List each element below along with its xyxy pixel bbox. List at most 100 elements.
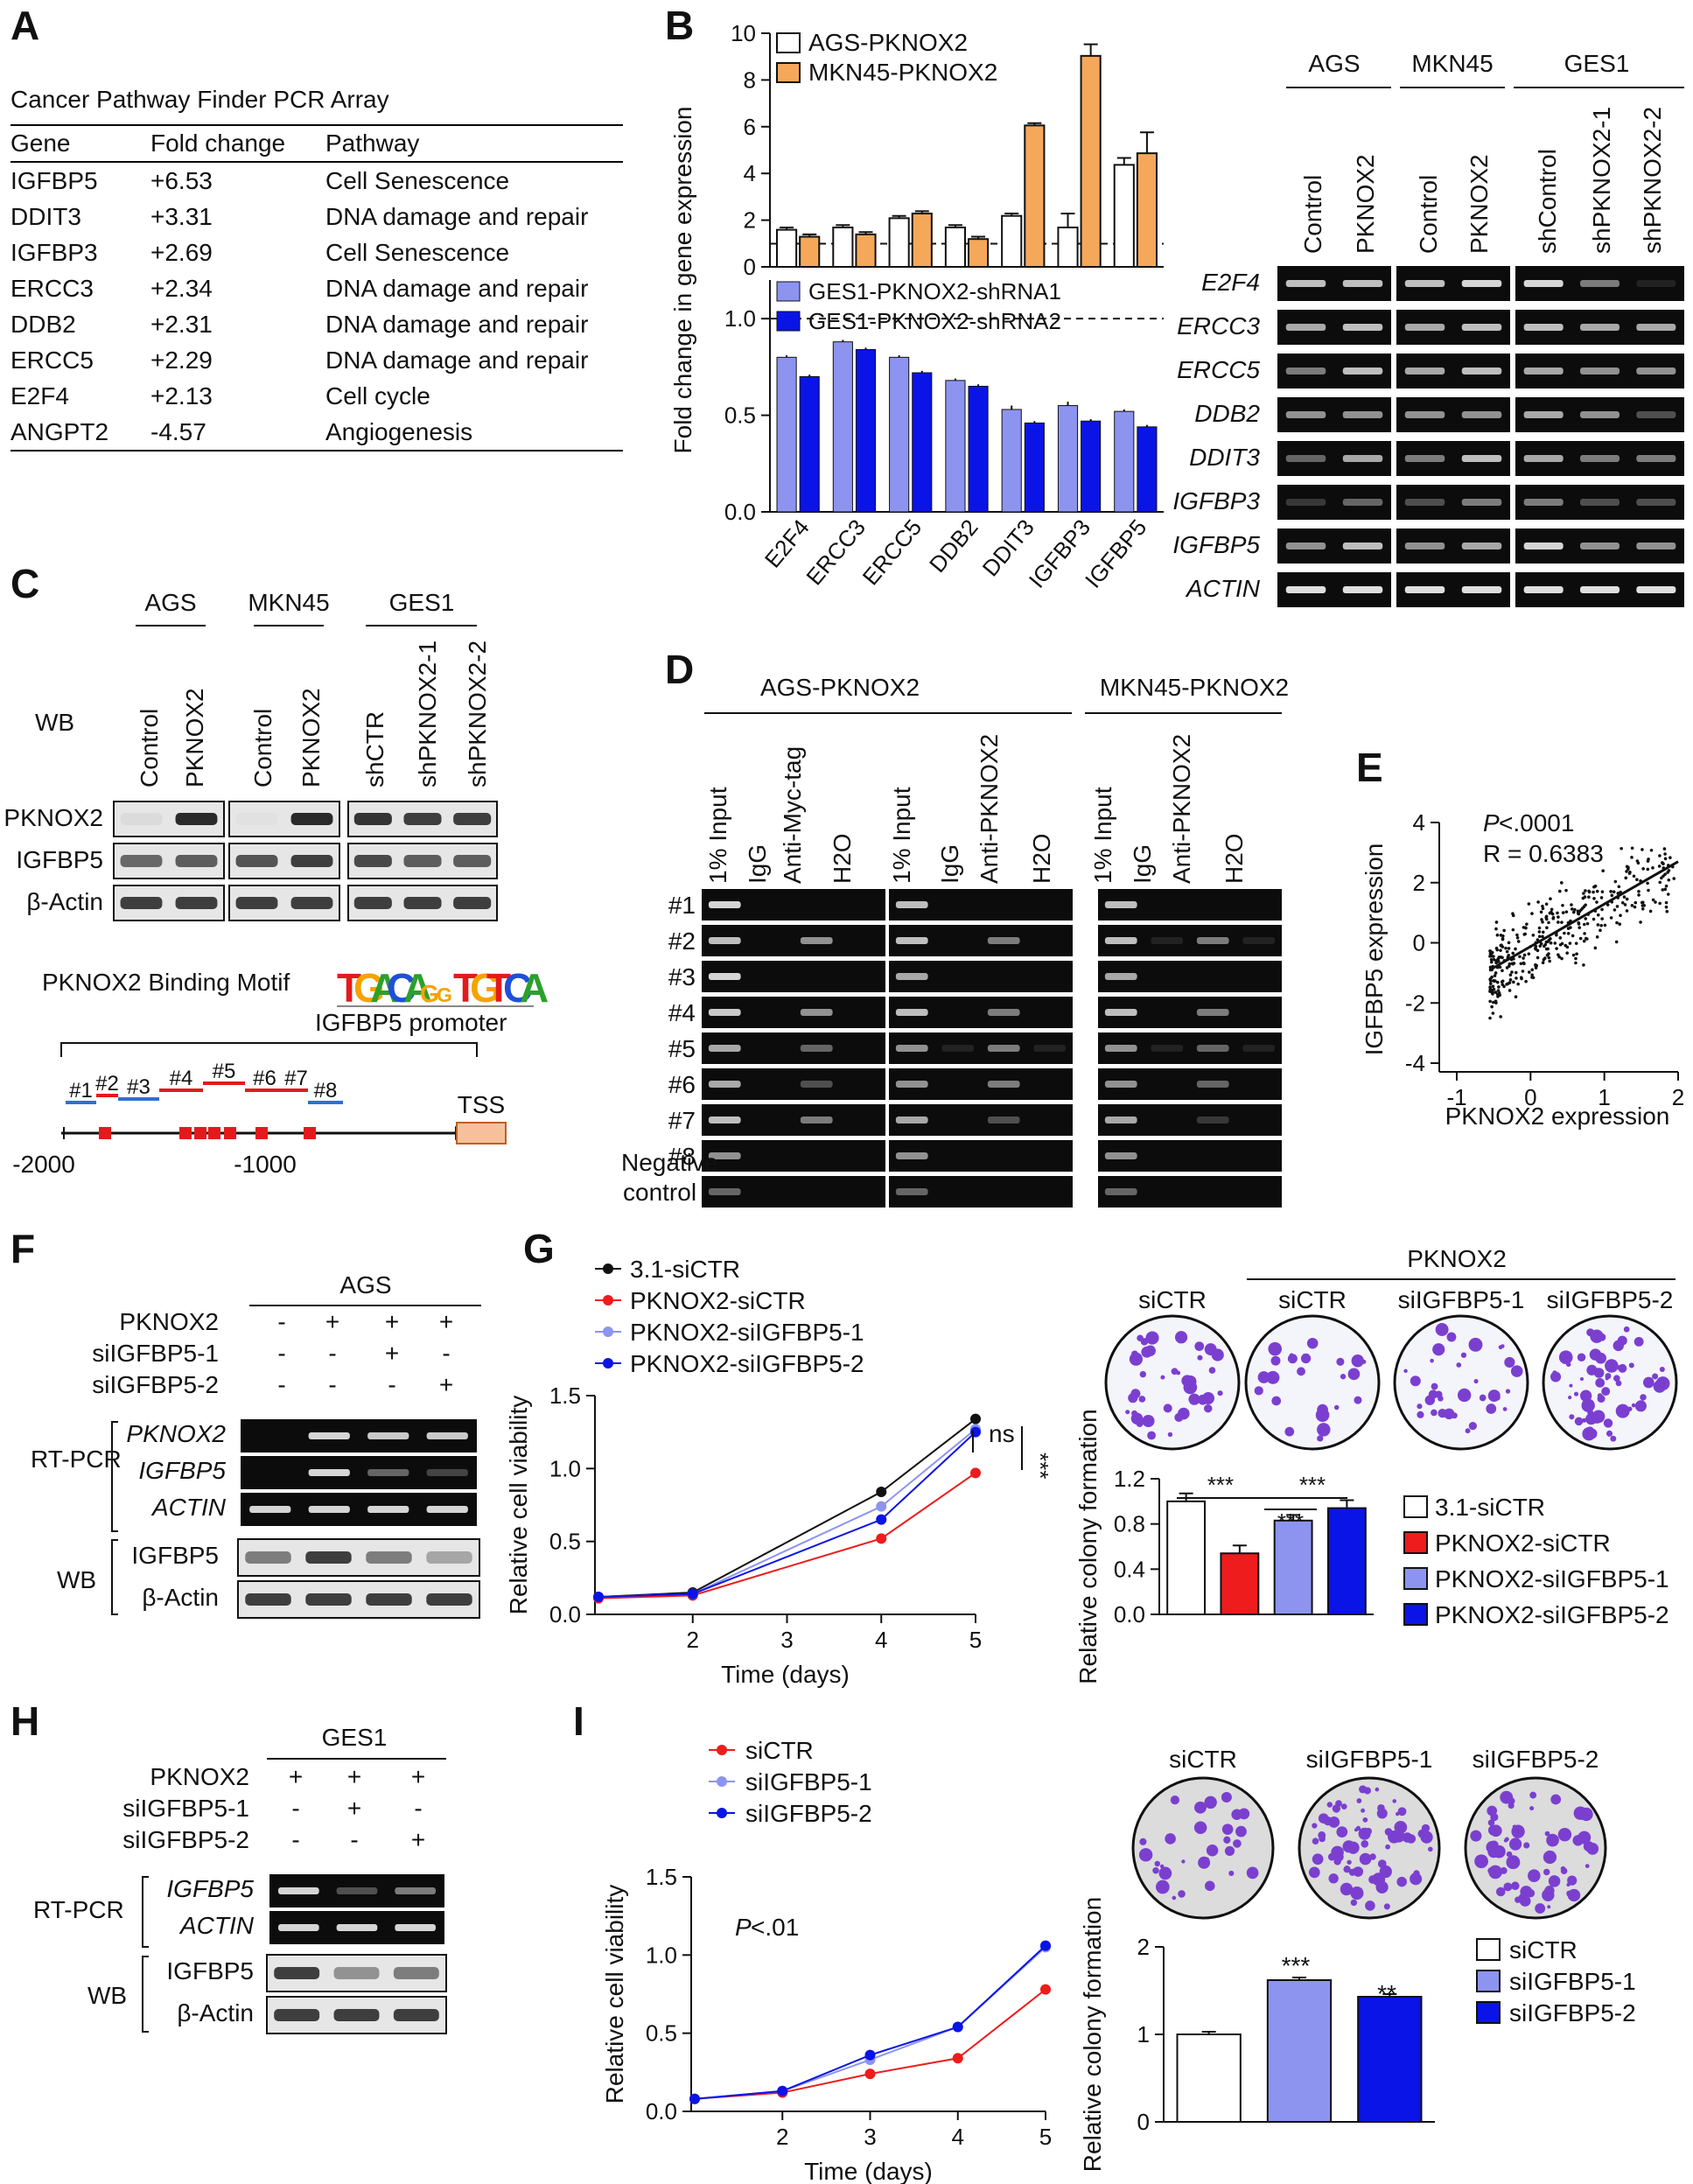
- i-bar-bar: [1176, 2034, 1242, 2123]
- wb-mkn45: [228, 885, 340, 921]
- chip-gel-b: [889, 1140, 1073, 1172]
- b-bot-bar: [1024, 422, 1045, 513]
- h-rt-gel-band: [278, 1887, 319, 1894]
- e-point: [1664, 900, 1669, 905]
- chip-lane-label: H2O: [1028, 833, 1055, 884]
- e-point: [1593, 946, 1598, 950]
- gel-ags: [1277, 310, 1391, 345]
- h-wb-bracket: [142, 1956, 149, 2033]
- e-point: [1613, 908, 1617, 912]
- g-bar-bar: [1326, 1507, 1367, 1616]
- e-point: [1495, 948, 1500, 952]
- g-colony-dish-colony: [1336, 1357, 1345, 1366]
- gel-mkn45-band: [1404, 455, 1445, 462]
- e-point: [1514, 995, 1518, 999]
- i-colony-dish-colony: [1193, 1821, 1207, 1835]
- e-point: [1549, 941, 1553, 945]
- chip-gel-c-band: [1196, 1116, 1229, 1124]
- gel-mkn45-band: [1461, 368, 1502, 374]
- i-colony-dish-colony: [1365, 1900, 1375, 1911]
- b-bot-y-tick-label: 1.0: [724, 305, 756, 332]
- f-rt-bracket: [111, 1421, 118, 1532]
- chip-gel-a-band: [708, 1081, 741, 1088]
- g-bar-legend-swatch: [1403, 1531, 1428, 1554]
- chip-gel-c-band: [1104, 1152, 1137, 1159]
- wb-lane-label: PKNOX2: [181, 688, 208, 788]
- i-colony-dish-colony: [1573, 1806, 1588, 1820]
- g-line-point: [876, 1533, 887, 1544]
- g-colony-dish-colony: [1361, 1359, 1367, 1364]
- wb-lane-label: PKNOX2: [297, 688, 325, 788]
- g-colony-dish-colony: [1300, 1353, 1312, 1364]
- h-rt-gel-band: [336, 1924, 378, 1931]
- i-colony-dish-colony: [1557, 1827, 1572, 1842]
- i-line-point: [777, 2085, 788, 2096]
- g-colony-dish-colony: [1431, 1409, 1438, 1417]
- b-top-bar: [1001, 214, 1023, 268]
- e-point: [1584, 917, 1588, 920]
- e-point: [1537, 930, 1542, 934]
- i-colony-dish-colony: [1355, 1825, 1361, 1831]
- chip-gel-c-band: [1104, 1045, 1137, 1052]
- g-colony-dish-colony: [1347, 1368, 1361, 1381]
- gel-ges1-band: [1579, 455, 1620, 462]
- gel-mkn45: [1396, 266, 1510, 301]
- chip-gel-b: [889, 961, 1073, 992]
- chip-gel-c-background: [1098, 1176, 1282, 1208]
- chip-gel-c: [1098, 961, 1282, 992]
- chip-gel-b-band: [895, 1188, 928, 1195]
- i-dish-label: siIGFBP5-2: [1473, 1746, 1599, 1773]
- pathway-cell: Cell Senescence: [325, 167, 510, 194]
- table-row: IGFBP3 +2.69 Cell Senescence: [10, 234, 623, 270]
- i-colony-dish-colony: [1427, 1846, 1433, 1852]
- e-point: [1550, 907, 1554, 912]
- gel-mkn45: [1396, 485, 1510, 520]
- e-point: [1619, 914, 1622, 918]
- fold-change-cell: +3.31: [150, 203, 213, 230]
- g-line-y-tick-label: 0.0: [549, 1601, 581, 1628]
- chip-gel-a: [702, 925, 885, 956]
- e-point: [1603, 923, 1607, 928]
- g-line-y-tick-label: 0.5: [549, 1529, 581, 1555]
- e-point: [1488, 982, 1493, 986]
- f-rt-gel-band: [308, 1469, 350, 1476]
- g-colony-dish-colony: [1128, 1393, 1138, 1404]
- g-colony-dish-colony: [1659, 1366, 1665, 1372]
- g-colony-dish-colony: [1181, 1375, 1193, 1387]
- e-point: [1630, 904, 1634, 907]
- wb-row-label: PKNOX2: [3, 804, 103, 831]
- legend-label-ags: AGS-PKNOX2: [808, 29, 968, 56]
- e-y-tick-label: 4: [1413, 809, 1425, 836]
- chip-gel-c-band: [1151, 937, 1184, 944]
- i-colony-dish-colony: [1560, 1866, 1566, 1872]
- chip-gel-c-band: [1104, 1188, 1137, 1195]
- i-line-point: [1040, 1940, 1051, 1951]
- chip-row-label: #1: [668, 892, 696, 919]
- e-point: [1649, 848, 1654, 852]
- e-point: [1669, 856, 1672, 860]
- e-point: [1530, 973, 1534, 976]
- panel-label-a: A: [10, 3, 40, 48]
- g-colony-dish-colony: [1317, 1423, 1331, 1437]
- e-point: [1601, 869, 1605, 873]
- i-bar-legend-swatch: [1476, 1938, 1501, 1961]
- e-point: [1609, 890, 1613, 893]
- g-colony-dish-colony: [1486, 1404, 1497, 1414]
- e-p-value: <.0001: [1499, 809, 1574, 836]
- i-colony-dish-colony: [1172, 1895, 1177, 1900]
- i-colony-dish-colony: [1343, 1866, 1351, 1873]
- g-colony-dish-colony: [1581, 1398, 1595, 1412]
- i-colony-dish-colony: [1205, 1880, 1215, 1892]
- f-wb-blot-band: [245, 1551, 291, 1564]
- f-condition-sign: -: [277, 1308, 285, 1335]
- b-top-y-tick-label: 4: [744, 160, 756, 186]
- promoter-site-box: [255, 1127, 268, 1139]
- g-colony-dish-colony: [1634, 1400, 1647, 1412]
- table-row: ERCC5 +2.29 DNA damage and repair: [10, 342, 623, 378]
- e-point: [1501, 937, 1505, 942]
- header-fold-change: Fold change: [150, 130, 286, 157]
- pcr-table-header: Gene Fold change Pathway: [10, 124, 623, 163]
- e-point: [1533, 947, 1537, 950]
- i-colony-dish-colony: [1139, 1838, 1147, 1845]
- gel-mkn45-band: [1404, 324, 1445, 331]
